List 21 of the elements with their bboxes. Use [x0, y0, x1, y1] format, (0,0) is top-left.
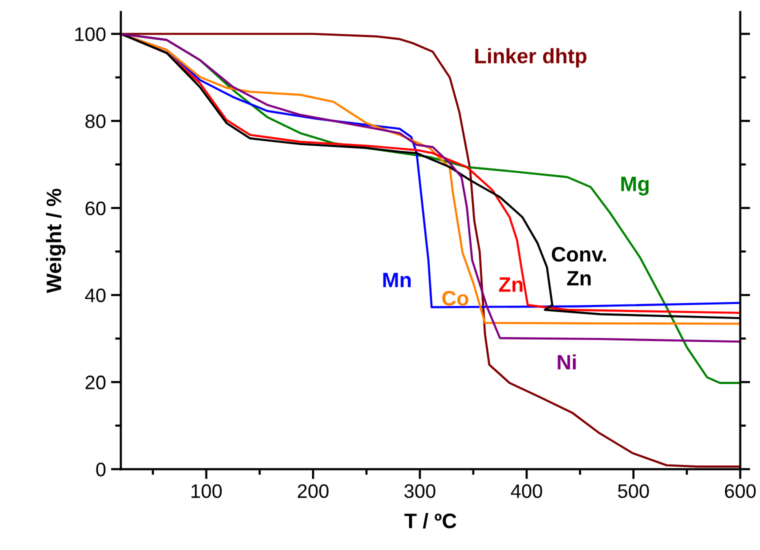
y-axis-title: Weight / %	[46, 188, 66, 294]
series-label: Mn	[383, 272, 411, 288]
y-tick-label: 80	[85, 114, 106, 128]
series-label: Zn	[498, 277, 522, 292]
series-label: Mg	[621, 176, 649, 196]
y-tick-label: 100	[75, 27, 106, 42]
series-label: Conv. Zn	[552, 246, 606, 286]
series-label: Linker dhtp	[475, 48, 586, 68]
y-tick-label: 0	[96, 462, 106, 476]
x-axis-title: T / ºC	[404, 512, 456, 528]
y-tick-label: 60	[86, 201, 106, 216]
x-tick-label: 300	[404, 484, 436, 498]
x-tick-label: 500	[618, 484, 649, 498]
x-tick-label: 600	[725, 484, 756, 498]
x-tick-label: 400	[510, 484, 542, 498]
x-tick-label: 100	[192, 484, 222, 498]
series-label: Ni	[558, 354, 576, 370]
y-tick-label: 40	[85, 288, 106, 302]
series-label: Co	[442, 290, 468, 306]
x-tick-label: 200	[298, 484, 329, 498]
y-tick-label: 20	[86, 376, 106, 390]
